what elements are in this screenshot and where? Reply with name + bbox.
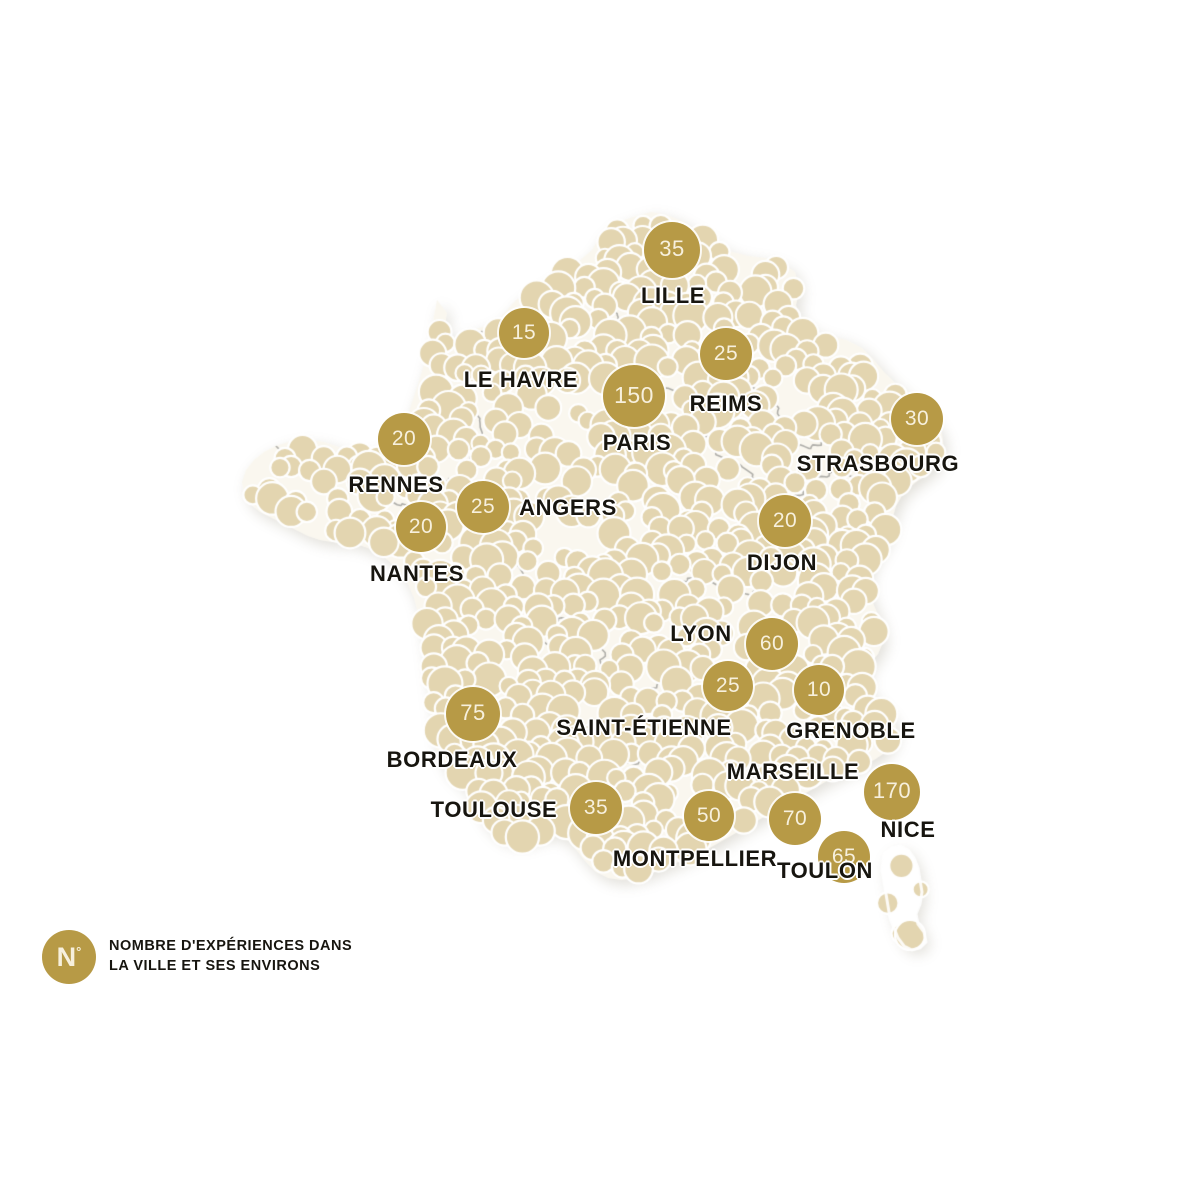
city-value-bubble[interactable]: 20 [378,413,430,465]
city-value: 20 [391,426,417,450]
city-label: LE HAVRE [463,367,579,392]
city-value-bubble[interactable]: 10 [794,665,844,715]
city-value-bubble[interactable]: 25 [703,661,753,711]
city-label: REIMS [689,391,763,416]
legend-bubble-icon: N° [42,930,96,984]
city-value: 25 [715,673,741,697]
city-value-bubble[interactable]: 50 [684,791,734,841]
city-label: TOULON [776,858,874,883]
city-value-bubble[interactable]: 35 [570,782,622,834]
city-value: 150 [614,381,654,408]
city-label: DIJON [746,550,818,575]
city-label: NANTES [369,561,465,586]
city-value: 10 [806,677,832,701]
city-value: 30 [904,406,930,430]
city-label: MONTPELLIER [612,846,778,871]
city-value: 15 [511,320,537,344]
city-value-bubble[interactable]: 25 [457,481,509,533]
city-label: LYON [670,621,732,646]
city-value-bubble[interactable]: 20 [759,495,811,547]
city-value: 60 [759,631,785,655]
city-value: 20 [772,508,798,532]
city-value: 20 [408,514,434,538]
city-value: 25 [470,494,496,518]
legend-text: NOMBRE D'EXPÉRIENCES DANS LA VILLE ET SE… [109,937,352,976]
city-value: 25 [713,341,739,365]
city-value: 170 [872,778,912,803]
city-value-bubble[interactable]: 170 [864,764,920,820]
legend-line-2: LA VILLE ET SES ENVIRONS [109,958,321,974]
city-value-bubble[interactable]: 35 [644,222,700,278]
city-value-bubble[interactable]: 150 [603,365,665,427]
city-label: GRENOBLE [786,718,916,743]
city-label: MARSEILLE [726,759,860,784]
city-value-bubble[interactable]: 75 [446,687,500,741]
city-value: 35 [659,236,685,261]
city-label: SAINT-ÉTIENNE [556,715,732,740]
city-value-bubble[interactable]: 25 [700,328,752,380]
legend-line-1: NOMBRE D'EXPÉRIENCES DANS [109,938,353,955]
city-label: TOULOUSE [430,797,558,822]
city-value: 65 [831,844,857,868]
city-value-bubble[interactable]: 15 [499,308,549,358]
city-label: LILLE [640,283,706,308]
city-label: PARIS [602,430,672,455]
legend-symbol-letter: N [56,941,77,972]
city-value: 35 [583,795,609,819]
city-label: NICE [880,817,936,842]
city-value-bubble[interactable]: 30 [891,393,943,445]
legend-symbol-degree: ° [76,943,82,959]
legend: N° NOMBRE D'EXPÉRIENCES DANS LA VILLE ET… [42,930,352,984]
city-label: RENNES [348,472,444,497]
city-value-bubble[interactable]: 60 [746,618,798,670]
city-value: 50 [696,803,722,827]
city-value: 70 [782,806,808,830]
city-value: 75 [460,700,486,725]
city-value-bubble[interactable]: 65 [818,831,870,883]
city-label: BORDEAUX [386,747,518,772]
city-label: ANGERS [519,495,617,520]
city-label: STRASBOURG [796,451,960,476]
legend-symbol: N° [56,941,82,972]
city-value-bubble[interactable]: 20 [396,502,446,552]
city-value-bubble[interactable]: 70 [769,793,821,845]
